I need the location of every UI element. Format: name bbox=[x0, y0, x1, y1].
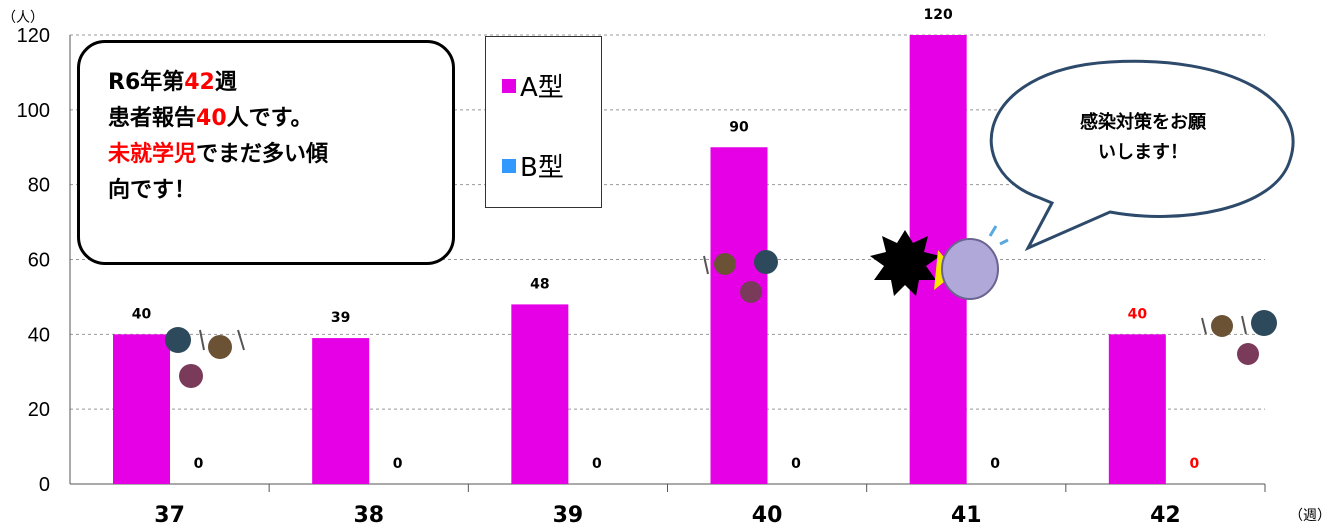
weekly-report-callout: R6年第42週 患者報告40人です。 未就学児でまだ多い傾 向です！ bbox=[77, 40, 455, 265]
bar-a-38 bbox=[312, 338, 370, 484]
y-unit-label: （人） bbox=[2, 10, 44, 26]
callout-preschool: 未就学児 bbox=[108, 142, 197, 167]
data-label-a-40: 90 bbox=[729, 119, 749, 135]
bars bbox=[113, 35, 1166, 484]
data-label-a-37: 40 bbox=[132, 306, 152, 322]
data-label-a-42: 40 bbox=[1128, 306, 1148, 322]
legend-item-a: A型 bbox=[502, 67, 564, 104]
bar-a-40 bbox=[710, 147, 768, 484]
data-label-b-38: 0 bbox=[393, 456, 403, 472]
speech-bubble-line-2: いします！ bbox=[1098, 142, 1188, 163]
axes bbox=[69, 35, 1266, 492]
y-tick-100: 100 bbox=[17, 100, 50, 122]
callout-line2-suffix: 人です。 bbox=[226, 106, 313, 131]
callout-line-1: R6年第42週 bbox=[108, 65, 328, 101]
speech-bubble-text: 感染対策をお願 いします！ bbox=[1028, 108, 1258, 168]
x-tick-40: 40 bbox=[752, 503, 783, 528]
data-labels: 40 0 39 0 48 0 90 0 120 0 40 0 bbox=[132, 7, 1200, 472]
callout-line-2: 患者報告40人です。 bbox=[108, 101, 328, 137]
germ-illustration-41 bbox=[870, 225, 1009, 300]
germ-illustration-42 bbox=[1201, 310, 1277, 365]
y-tick-40: 40 bbox=[28, 324, 50, 346]
callout-line3-rest: でまだ多い傾 bbox=[196, 142, 329, 167]
legend-label-b: B型 bbox=[520, 153, 564, 183]
x-tick-39: 39 bbox=[553, 503, 584, 528]
callout-text: R6年第42週 患者報告40人です。 未就学児でまだ多い傾 向です！ bbox=[108, 65, 328, 209]
x-unit-label: （週） bbox=[1289, 508, 1329, 524]
bar-a-42 bbox=[1108, 334, 1166, 484]
data-label-b-41: 0 bbox=[990, 456, 1000, 472]
x-tick-38: 38 bbox=[353, 503, 384, 528]
bar-a-39 bbox=[511, 304, 569, 484]
data-label-b-42: 0 bbox=[1189, 456, 1199, 472]
germ-illustration-37 bbox=[165, 327, 245, 388]
callout-line1-prefix: R6年第 bbox=[108, 70, 185, 95]
y-tick-labels: 0 20 40 60 80 100 120 bbox=[17, 25, 50, 496]
y-tick-60: 60 bbox=[28, 250, 50, 272]
data-label-a-39: 48 bbox=[530, 276, 549, 292]
data-label-b-39: 0 bbox=[592, 456, 602, 472]
legend-label-a: A型 bbox=[520, 73, 564, 103]
bar-a-37 bbox=[113, 334, 170, 484]
callout-week-number: 42 bbox=[184, 70, 215, 95]
callout-line1-suffix: 週 bbox=[214, 70, 237, 95]
data-label-b-37: 0 bbox=[194, 456, 204, 472]
legend-swatch-b bbox=[502, 158, 516, 173]
callout-line-4: 向です！ bbox=[108, 178, 197, 203]
y-tick-20: 20 bbox=[28, 399, 50, 421]
legend-item-b: B型 bbox=[502, 147, 564, 184]
y-tick-120: 120 bbox=[17, 25, 50, 47]
x-tick-labels: 37 38 39 40 41 42 bbox=[154, 503, 1180, 528]
callout-line-3: 未就学児でまだ多い傾 bbox=[108, 137, 328, 173]
y-tick-0: 0 bbox=[39, 474, 50, 496]
callout-line2-prefix: 患者報告 bbox=[108, 106, 197, 131]
x-tick-41: 41 bbox=[951, 503, 982, 528]
data-label-a-38: 39 bbox=[331, 310, 350, 326]
germ-illustration-40 bbox=[703, 250, 778, 303]
legend: A型 B型 bbox=[485, 36, 602, 208]
legend-swatch-a bbox=[502, 78, 516, 93]
y-tick-80: 80 bbox=[28, 175, 50, 197]
speech-bubble bbox=[989, 59, 1295, 252]
data-label-b-40: 0 bbox=[791, 456, 801, 472]
speech-bubble-line-1: 感染対策をお願 bbox=[1080, 112, 1206, 133]
data-label-a-41: 120 bbox=[924, 7, 953, 23]
callout-patient-count: 40 bbox=[196, 106, 227, 131]
x-tick-37: 37 bbox=[154, 503, 185, 528]
x-tick-42: 42 bbox=[1150, 503, 1181, 528]
